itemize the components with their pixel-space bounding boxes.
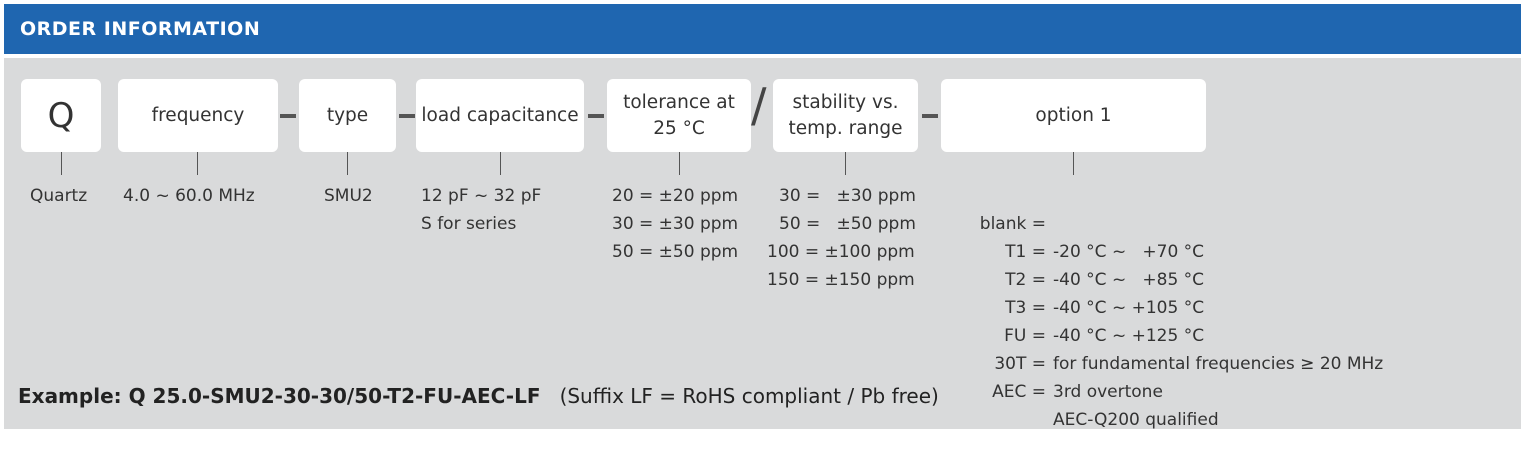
option-code: T1 = bbox=[1005, 242, 1046, 262]
box-option-label: option 1 bbox=[1035, 104, 1112, 126]
option-code: AEC = bbox=[992, 382, 1046, 402]
option-desc: for fundamental frequencies ≥ 20 MHz bbox=[1053, 354, 1384, 374]
value-stability-3: 100 = ±100 ppm bbox=[767, 242, 915, 262]
value-type: SMU2 bbox=[324, 186, 373, 206]
box-load-capacitance: load capacitance bbox=[416, 79, 584, 152]
example-code: Example: Q 25.0-SMU2-30-30/50-T2-FU-AEC-… bbox=[18, 384, 541, 408]
value-tolerance-3: 50 = ±50 ppm bbox=[612, 242, 739, 262]
option-row: AEC = AEC-Q200 qualified bbox=[4, 350, 1521, 430]
connector-tick bbox=[679, 152, 680, 175]
dash-separator bbox=[280, 114, 296, 118]
option-row: blank = -20 °C ~ +70 °C bbox=[4, 182, 1521, 262]
connector-tick bbox=[197, 152, 198, 175]
connector-tick bbox=[1073, 152, 1074, 175]
value-stability-4: 150 = ±150 ppm bbox=[767, 270, 915, 290]
value-tolerance-2: 30 = ±30 ppm bbox=[612, 214, 739, 234]
value-stability-1: 30 = ±30 ppm bbox=[779, 186, 916, 206]
box-stability: stability vs. temp. range bbox=[773, 79, 918, 152]
connector-tick bbox=[845, 152, 846, 175]
value-frequency-range: 4.0 ~ 60.0 MHz bbox=[123, 186, 255, 206]
section-title: ORDER INFORMATION bbox=[20, 18, 261, 40]
dash-separator bbox=[399, 114, 415, 118]
connector-tick bbox=[347, 152, 348, 175]
option-row: T2 = -40 °C ~ +105 °C bbox=[4, 238, 1521, 318]
box-tolerance-line1: tolerance at bbox=[623, 91, 735, 113]
connector-tick bbox=[61, 152, 62, 175]
box-type: type bbox=[299, 79, 396, 152]
example-suffix-note: (Suffix LF = RoHS compliant / Pb free) bbox=[559, 384, 939, 408]
option-code: T2 = bbox=[1005, 270, 1046, 290]
box-stability-line1: stability vs. bbox=[792, 91, 899, 113]
value-load-2: S for series bbox=[421, 214, 517, 234]
box-frequency: frequency bbox=[118, 79, 278, 152]
box-frequency-label: frequency bbox=[151, 104, 245, 126]
option-row: T3 = -40 °C ~ +125 °C bbox=[4, 266, 1521, 346]
value-tolerance-1: 20 = ±20 ppm bbox=[612, 186, 739, 206]
box-q-label: Q bbox=[47, 95, 75, 136]
connector-tick bbox=[500, 152, 501, 175]
option-desc: -20 °C ~ +70 °C bbox=[1053, 242, 1205, 262]
option-desc: -40 °C ~ +85 °C bbox=[1053, 270, 1205, 290]
dash-separator bbox=[922, 114, 938, 118]
box-type-label: type bbox=[326, 104, 369, 126]
section-header: ORDER INFORMATION bbox=[4, 4, 1521, 54]
value-quartz: Quartz bbox=[30, 186, 88, 206]
value-stability-2: 50 = ±50 ppm bbox=[779, 214, 916, 234]
option-row: T1 = -40 °C ~ +85 °C bbox=[4, 210, 1521, 290]
option-desc: -40 °C ~ +125 °C bbox=[1053, 326, 1205, 346]
example-line: Example: Q 25.0-SMU2-30-30/50-T2-FU-AEC-… bbox=[18, 384, 939, 408]
box-option: option 1 bbox=[941, 79, 1206, 152]
order-code-panel: Q frequency type load capacitance tolera… bbox=[4, 58, 1521, 430]
option-row: FU = for fundamental frequencies ≥ 20 MH… bbox=[4, 294, 1521, 374]
option-desc: -40 °C ~ +105 °C bbox=[1053, 298, 1205, 318]
option-code: FU = bbox=[1004, 326, 1046, 346]
option-code: T3 = bbox=[1005, 298, 1046, 318]
option-code: blank = bbox=[979, 214, 1046, 234]
option-code: 30T = bbox=[994, 354, 1046, 374]
box-stability-line2: temp. range bbox=[788, 117, 903, 139]
slash-separator: / bbox=[751, 78, 767, 132]
dash-separator bbox=[588, 114, 604, 118]
box-tolerance: tolerance at 25 °C bbox=[607, 79, 751, 152]
box-q: Q bbox=[21, 79, 101, 152]
box-load-label: load capacitance bbox=[421, 104, 579, 126]
option-desc: AEC-Q200 qualified bbox=[1053, 410, 1219, 430]
option-row: 30T = 3rd overtone bbox=[4, 322, 1521, 402]
option-desc: 3rd overtone bbox=[1053, 382, 1163, 402]
box-tolerance-line2: 25 °C bbox=[653, 117, 705, 139]
value-load-1: 12 pF ~ 32 pF bbox=[421, 186, 542, 206]
